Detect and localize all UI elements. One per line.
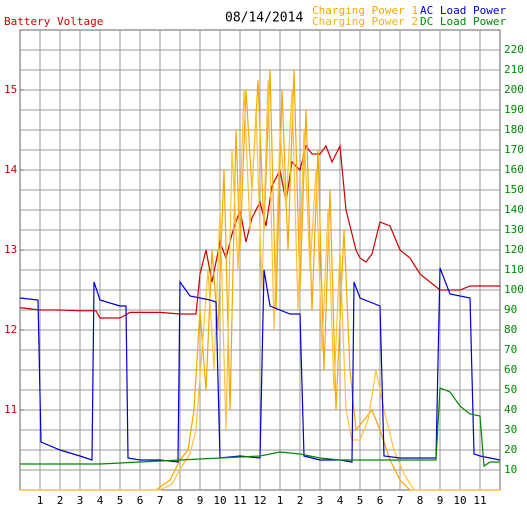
x-tick-label: 7 xyxy=(157,494,164,507)
x-tick-label: 9 xyxy=(437,494,444,507)
y2-tick-label: 80 xyxy=(504,323,517,336)
y-tick-label: 11 xyxy=(4,403,17,416)
series-line xyxy=(19,267,501,463)
y2-tick-label: 200 xyxy=(504,83,524,96)
x-tick-label: 3 xyxy=(77,494,84,507)
y2-tick-label: 30 xyxy=(504,423,517,436)
x-tick-label: 4 xyxy=(337,494,344,507)
y2-tick-label: 220 xyxy=(504,43,524,56)
y-tick-label: 12 xyxy=(4,323,17,336)
series-line xyxy=(20,79,500,491)
x-tick-label: 7 xyxy=(397,494,404,507)
y2-tick-label: 170 xyxy=(504,143,524,156)
y2-tick-label: 140 xyxy=(504,203,524,216)
y2-tick-label: 160 xyxy=(504,163,524,176)
x-tick-label: 6 xyxy=(377,494,384,507)
y2-tick-label: 10 xyxy=(504,463,517,476)
legend-ac-load-power: AC Load Power xyxy=(420,4,506,17)
x-tick-label: 4 xyxy=(97,494,104,507)
y2-tick-label: 110 xyxy=(504,263,524,276)
legend-charging-power-1: Charging Power 1 xyxy=(312,4,418,17)
y-tick-label: 13 xyxy=(4,243,17,256)
x-tick-label: 3 xyxy=(317,494,324,507)
y2-tick-label: 50 xyxy=(504,383,517,396)
x-tick-label: 11 xyxy=(473,494,486,507)
x-tick-label: 5 xyxy=(117,494,124,507)
y2-tick-label: 210 xyxy=(504,63,524,76)
x-tick-label: 11 xyxy=(233,494,246,507)
x-tick-label: 8 xyxy=(177,494,184,507)
y2-tick-label: 150 xyxy=(504,183,524,196)
x-tick-label: 9 xyxy=(197,494,204,507)
x-tick-label: 1 xyxy=(37,494,44,507)
legend-charging-power-2: Charging Power 2 xyxy=(312,15,418,28)
y2-tick-label: 180 xyxy=(504,123,524,136)
series-line xyxy=(20,69,500,491)
chart-title: 08/14/2014 xyxy=(225,11,303,26)
x-tick-label: 5 xyxy=(357,494,364,507)
y2-tick-label: 60 xyxy=(504,363,517,376)
legend-battery-voltage: Battery Voltage xyxy=(4,15,103,28)
y2-tick-label: 70 xyxy=(504,343,517,356)
y2-tick-label: 100 xyxy=(504,283,524,296)
y-tick-label: 14 xyxy=(4,163,18,176)
x-tick-label: 1 xyxy=(277,494,284,507)
y2-tick-label: 40 xyxy=(504,403,517,416)
x-tick-label: 2 xyxy=(57,494,64,507)
x-tick-label: 12 xyxy=(253,494,266,507)
x-tick-label: 2 xyxy=(297,494,304,507)
x-tick-label: 8 xyxy=(417,494,424,507)
x-tick-label: 10 xyxy=(453,494,466,507)
y2-tick-label: 20 xyxy=(504,443,517,456)
x-tick-label: 6 xyxy=(137,494,144,507)
series-line xyxy=(20,387,500,468)
x-tick-label: 10 xyxy=(213,494,226,507)
y2-tick-label: 120 xyxy=(504,243,524,256)
y2-tick-label: 130 xyxy=(504,223,524,236)
legend-dc-load-power: DC Load Power xyxy=(420,15,506,28)
y-tick-label: 15 xyxy=(4,83,17,96)
y2-tick-label: 90 xyxy=(504,303,517,316)
y2-tick-label: 190 xyxy=(504,103,524,116)
